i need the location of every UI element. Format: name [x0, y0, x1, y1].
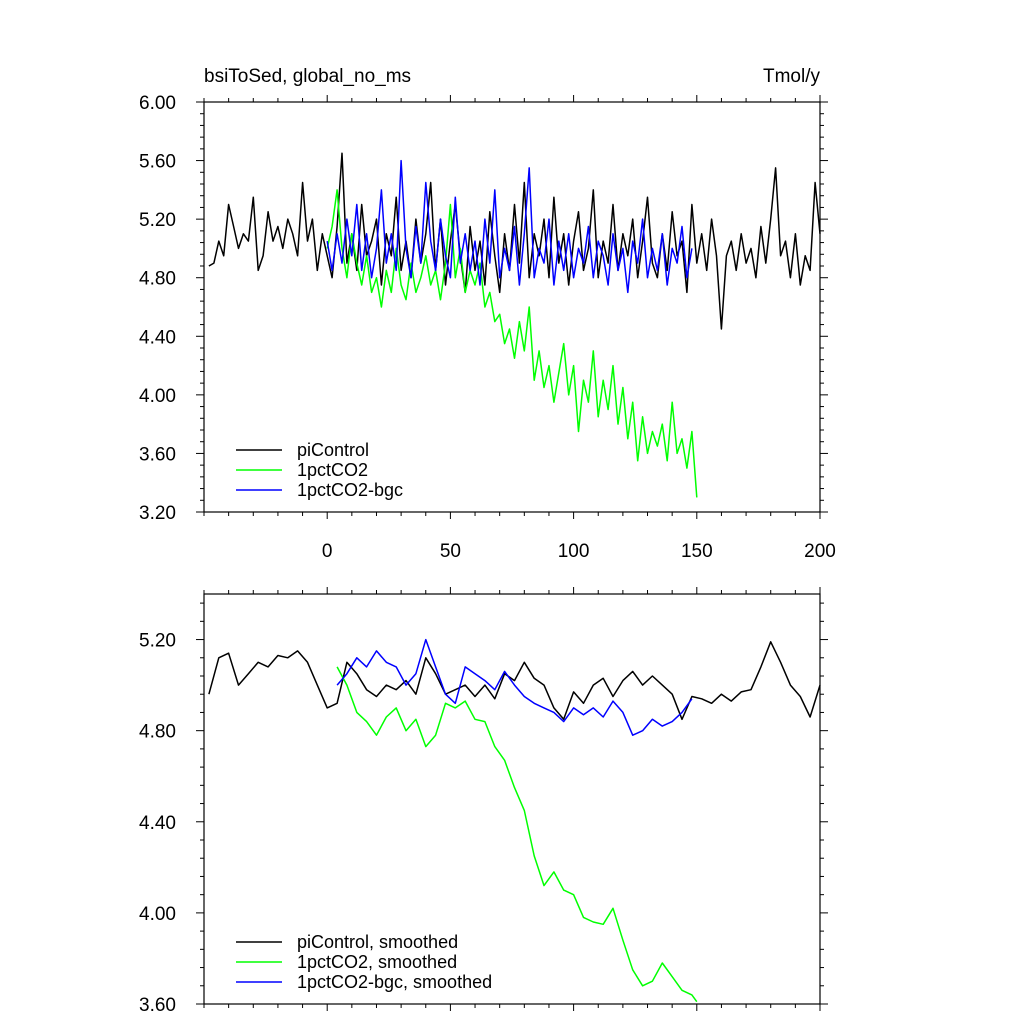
series-line-1pctco2-smoothed: [336, 666, 698, 1003]
units-label: Tmol/y: [763, 66, 821, 87]
series-line-1pctco2-bgc: [326, 159, 693, 294]
y-tick-label: 4.80: [139, 722, 176, 743]
y-tick-label: 4.40: [139, 327, 176, 348]
y-tick-label: 5.60: [139, 152, 176, 173]
series-lines-bottom: [208, 638, 821, 1003]
y-tick-label: 4.80: [139, 269, 176, 290]
tick-marks-bottom: [196, 587, 828, 1011]
y-tick-label: 6.00: [139, 93, 176, 114]
legend-label: 1pctCO2-bgc: [297, 480, 403, 500]
legend-label: 1pctCO2, smoothed: [297, 952, 457, 972]
chart-title: bsiToSed, global_no_ms: [204, 66, 411, 87]
x-tick-label: 200: [804, 541, 836, 562]
bottom-panel: 3.60 4.00 4.40 4.80 5.20 piControl, smoothed…: [139, 587, 828, 1016]
x-tick-labels-top: 0 50 100 150 200: [322, 541, 836, 562]
x-tick-label: 50: [440, 541, 461, 562]
x-tick-label: 100: [558, 541, 590, 562]
series-lines-top: [208, 152, 821, 498]
y-tick-labels-bottom: 3.60 4.00 4.40 4.80 5.20: [139, 631, 176, 1016]
series-line-picontrol-smoothed: [208, 641, 821, 721]
y-tick-label: 3.60: [139, 995, 176, 1016]
y-tick-labels-top: 3.20 3.60 4.00 4.40 4.80 5.20 5.60 6.00: [139, 93, 176, 524]
y-tick-label: 4.40: [139, 813, 176, 834]
tick-marks-top: [196, 95, 828, 519]
y-tick-label: 5.20: [139, 210, 176, 231]
y-tick-label: 4.00: [139, 904, 176, 925]
top-panel: bsiToSed, global_no_ms Tmol/y 3.20 3.60 4.…: [139, 66, 836, 562]
plot-frame-bottom: [203, 593, 821, 1005]
x-tick-label: 0: [322, 541, 333, 562]
x-tick-label: 150: [681, 541, 713, 562]
plot-frame-top: [203, 101, 821, 513]
series-line-1pctco2-bgc-smoothed: [336, 638, 693, 736]
y-tick-label: 3.60: [139, 444, 176, 465]
series-line-1pctco2: [326, 189, 698, 498]
y-tick-label: 3.20: [139, 503, 176, 524]
legend-label: 1pctCO2: [297, 460, 368, 480]
legend-label: 1pctCO2-bgc, smoothed: [297, 972, 492, 992]
series-line-picontrol: [208, 152, 821, 330]
legend-label: piControl: [297, 440, 369, 460]
y-tick-label: 5.20: [139, 631, 176, 652]
y-tick-label: 4.00: [139, 386, 176, 407]
legend-label: piControl, smoothed: [297, 932, 458, 952]
